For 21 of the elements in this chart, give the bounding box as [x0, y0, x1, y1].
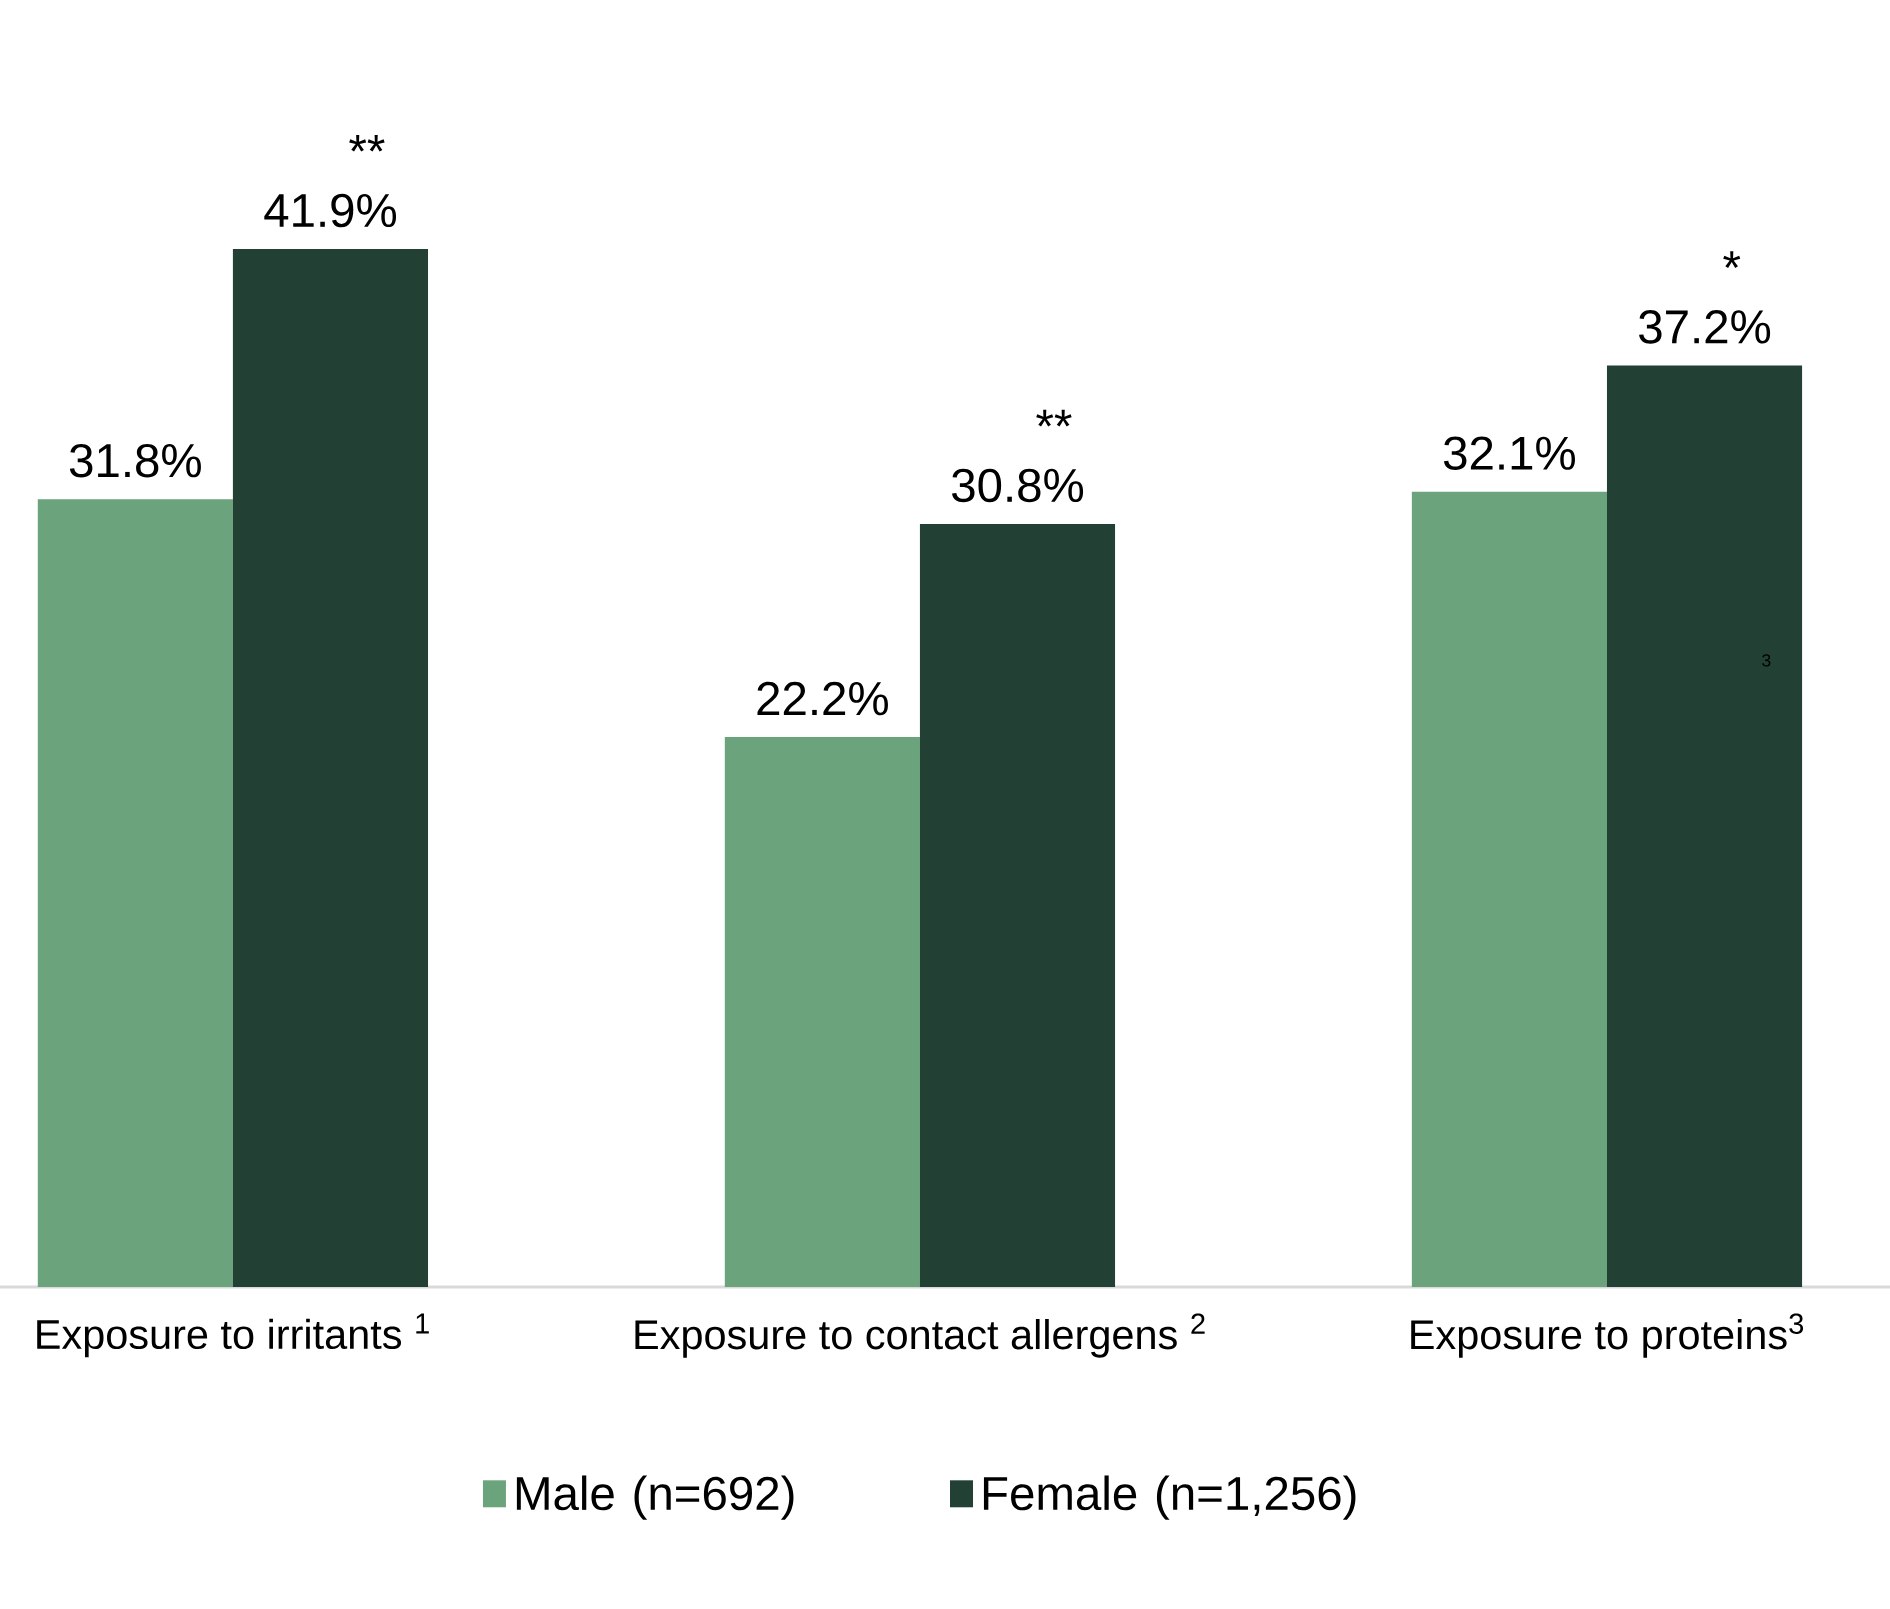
bar	[232, 249, 429, 1287]
bar	[724, 737, 920, 1287]
annotation: *	[1723, 251, 1741, 268]
data-label: 30.8%	[952, 468, 1084, 503]
annotation: 3	[1762, 654, 1771, 667]
annotation: **	[1036, 409, 1072, 427]
bar	[37, 499, 233, 1287]
bar	[1606, 365, 1803, 1287]
bar	[1411, 491, 1607, 1287]
data-label: 32.1%	[1443, 436, 1575, 471]
legend-label: Female (n=1,256)	[983, 1475, 1356, 1520]
data-label: 22.2%	[757, 681, 888, 716]
data-label: 31.8%	[69, 443, 201, 478]
data-label: 37.2%	[1639, 310, 1771, 344]
bar	[919, 524, 1116, 1287]
x-tick-label: Exposure to proteins$^{3}$	[1411, 1313, 1804, 1358]
x-tick-label: Exposure to irritants $^{1}$	[37, 1313, 429, 1358]
legend-label: Male (n=692)	[516, 1475, 794, 1520]
x-tick-label: Exposure to contact allergens $^{2}$	[635, 1313, 1205, 1358]
text: **	[349, 134, 385, 152]
data-label: 41.9%	[264, 193, 397, 228]
